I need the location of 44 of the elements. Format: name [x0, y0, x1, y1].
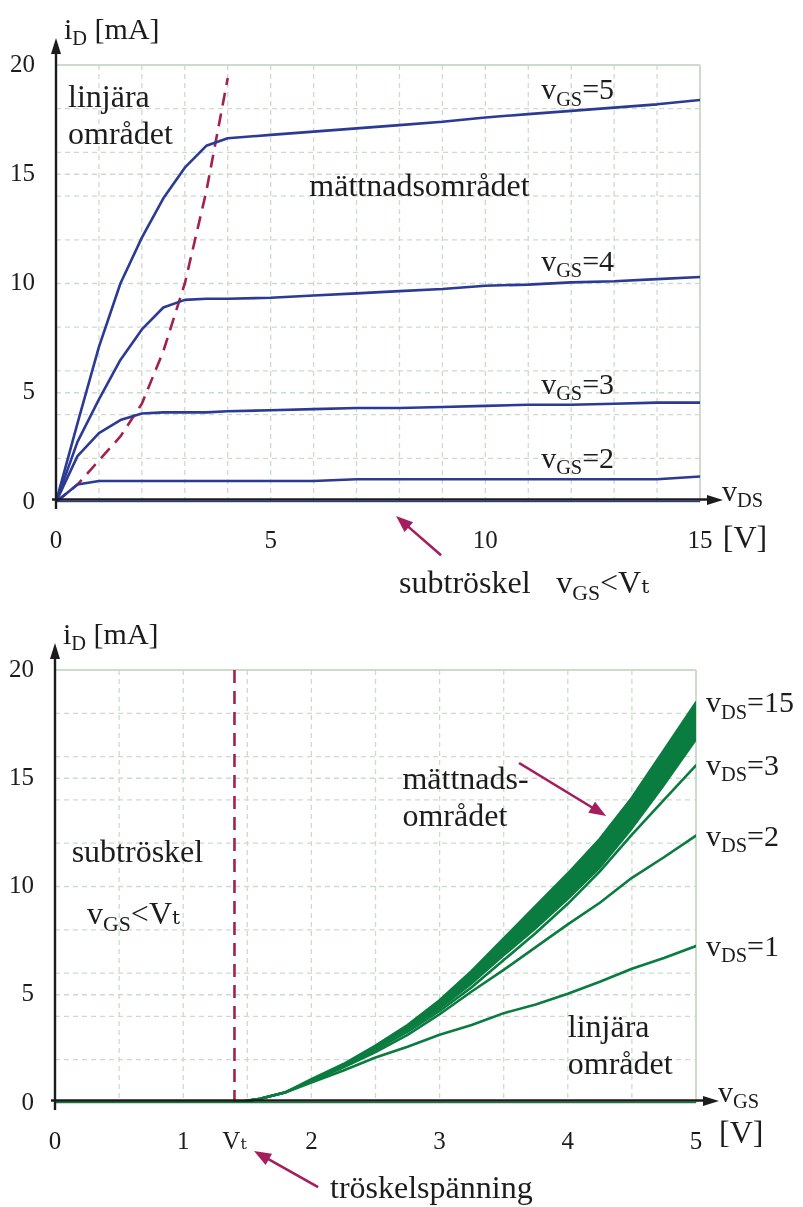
annotation: subtröskel [71, 833, 204, 870]
text: [V] [719, 1113, 764, 1151]
series-label: v$_{DS}$=1 [706, 928, 779, 966]
text: tröskelspänning [329, 1169, 533, 1206]
x-tick-label: 3 [433, 1126, 446, 1154]
annotation: linjära området [567, 1007, 674, 1082]
x-axis-title: v$_{DS}$ [722, 473, 764, 511]
x-tick-label: 2 [305, 1126, 318, 1154]
y-tick-label: 15 [9, 762, 34, 790]
y-tick-label: 5 [21, 979, 34, 1007]
annotation: linjära området [68, 78, 174, 152]
x-tick-label: 1 [176, 1126, 190, 1154]
x-tick-label: 10 [472, 525, 498, 553]
annotation: mättnads-området [402, 760, 530, 834]
series-label: v$_{DS}$=3 [706, 748, 779, 786]
x-tick-label: 0 [49, 525, 63, 553]
x-tick-label: 0 [48, 1126, 62, 1154]
x-axis-title: v$_{GS}$ [718, 1074, 760, 1112]
x-tick-label: 5 [264, 525, 277, 553]
y-tick-label: 10 [9, 871, 34, 899]
series-label: v$_{DS}$=15 [706, 685, 794, 723]
y-tick-label: 20 [9, 654, 34, 682]
series-label: v$_{GS}$=5 [541, 71, 615, 109]
text: v$_{GS}$<Vₜ [556, 564, 650, 605]
y-tick-label: 15 [10, 158, 35, 186]
text: [V] [722, 519, 768, 556]
text: subtröskel [399, 564, 531, 601]
x-tick-label: 5 [689, 1126, 703, 1154]
y-axis-title: i$_{D}$ [mA] [63, 616, 159, 654]
y-tick-label: 0 [21, 1087, 34, 1115]
y-tick-label: 5 [22, 377, 35, 405]
x-tick-label: 4 [561, 1126, 575, 1154]
y-tick-label: 20 [10, 49, 35, 77]
x-tick-label: 15 [687, 525, 713, 553]
series-label: v$_{DS}$=2 [706, 818, 779, 856]
x-tick-label: Vₜ [222, 1126, 248, 1154]
series-label: v$_{GS}$=2 [541, 440, 615, 478]
annotation: v$_{GS}$<Vₜ [87, 895, 180, 936]
annotation: mättnadsområdet [309, 167, 530, 204]
series-label: v$_{GS}$=3 [541, 366, 615, 404]
series-label: v$_{GS}$=4 [541, 243, 615, 281]
y-tick-label: 0 [22, 486, 35, 514]
y-axis-title: i$_{D}$ [mA] [64, 11, 160, 49]
y-tick-label: 10 [10, 268, 35, 296]
